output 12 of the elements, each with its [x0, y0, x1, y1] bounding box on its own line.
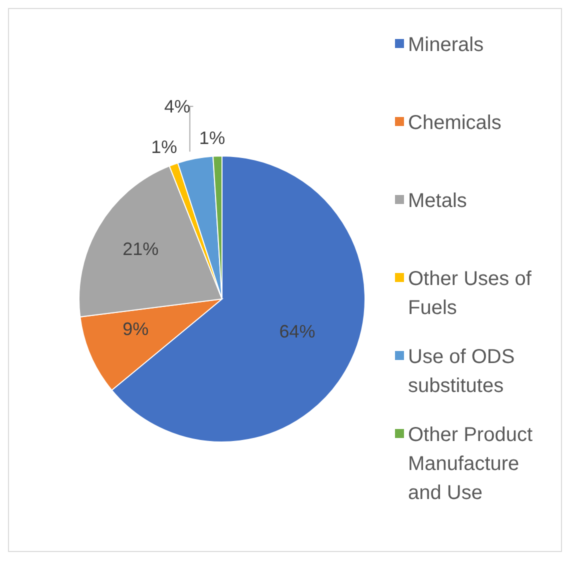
data-label: 1% — [151, 137, 178, 158]
data-label: 4% — [164, 96, 190, 116]
data-label: 64% — [279, 322, 316, 342]
legend-label: Other Uses of Fuels — [408, 267, 532, 321]
legend-label: Chemicals — [408, 111, 502, 136]
legend-label: Use of ODS substitutes — [408, 345, 516, 399]
data-label: 1% — [199, 128, 226, 148]
legend-label: Metals — [408, 189, 468, 214]
legend-label: Other Product Manufacture and Use — [408, 423, 534, 506]
legend-label: Minerals — [408, 33, 485, 58]
data-label: 9% — [122, 319, 149, 340]
data-label: 21% — [122, 238, 159, 259]
